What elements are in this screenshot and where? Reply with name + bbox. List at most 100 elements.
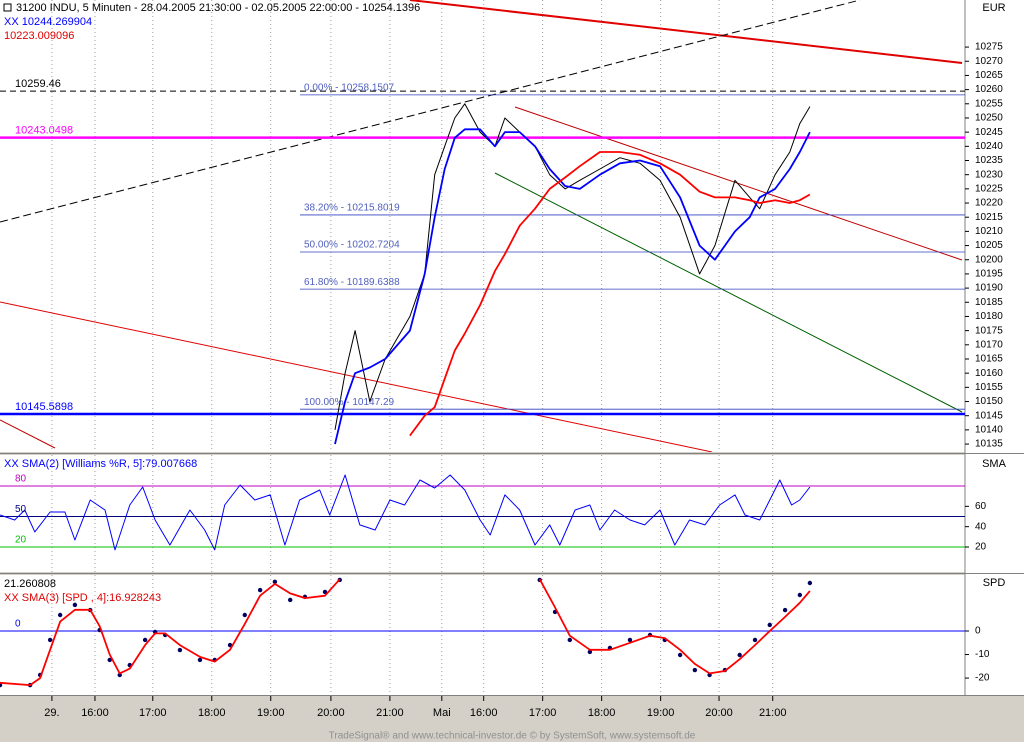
data-point xyxy=(57,612,63,618)
series-line xyxy=(409,151,811,437)
axis-label: SPD xyxy=(983,577,1006,589)
y-tick-label: 40 xyxy=(975,521,987,532)
trend-line xyxy=(409,0,963,64)
data-point xyxy=(72,602,78,608)
y-tick-label: 10230 xyxy=(975,169,1003,180)
data-point xyxy=(117,672,122,678)
data-point xyxy=(272,579,278,585)
level-label: 10145.5898 xyxy=(15,401,73,413)
pane-title: XX SMA(3) [SPD , 4]:16.928243 xyxy=(4,592,161,604)
trend-lines xyxy=(0,0,963,452)
y-tick-label: 10275 xyxy=(975,42,1003,53)
series-line xyxy=(334,103,811,430)
data-point xyxy=(242,612,247,618)
right-axis xyxy=(965,0,1024,695)
legend-entry: XX 10244.269904 xyxy=(4,16,92,28)
data-point xyxy=(692,667,698,673)
y-tick-label: 10140 xyxy=(975,425,1003,436)
series-line xyxy=(0,474,811,551)
data-point xyxy=(767,622,772,628)
y-tick-label: 10205 xyxy=(975,240,1003,251)
y-tick-label: 10180 xyxy=(975,311,1003,322)
legend-entry: 10223.009096 xyxy=(4,30,74,42)
data-point xyxy=(627,637,633,643)
trend-line xyxy=(494,172,963,413)
main-pane xyxy=(0,0,965,452)
fibonacci-label: 100.00% - 10147.29 xyxy=(304,397,395,408)
y-tick-label: -10 xyxy=(975,649,990,660)
data-point xyxy=(288,597,293,603)
y-tick-label: 10175 xyxy=(975,325,1003,336)
y-tick-label: 10220 xyxy=(975,198,1003,209)
x-tick-label: 21:00 xyxy=(759,707,787,719)
fibonacci-label: 0.00% - 10258.1507 xyxy=(304,82,395,93)
x-tick-label: 16:00 xyxy=(470,707,498,719)
series-line xyxy=(0,578,811,686)
y-tick-label: 10235 xyxy=(975,155,1003,166)
y-tick-label: 10185 xyxy=(975,297,1003,308)
level-label: 80 xyxy=(15,474,27,485)
fibonacci-label: 50.00% - 10202.7204 xyxy=(304,240,400,251)
x-tick-label: 18:00 xyxy=(198,707,226,719)
x-tick-label: 19:00 xyxy=(257,707,285,719)
level-label: 20 xyxy=(15,535,27,546)
axis-label: SMA xyxy=(982,458,1007,470)
y-tick-label: 10250 xyxy=(975,113,1003,124)
x-tick-label: 20:00 xyxy=(705,707,733,719)
y-tick-label: 10215 xyxy=(975,212,1003,223)
data-point xyxy=(677,652,683,658)
pane xyxy=(0,90,965,445)
williams-pane xyxy=(0,455,965,572)
y-tick-label: 10190 xyxy=(975,283,1003,294)
trend-line xyxy=(0,301,713,452)
y-tick-label: 10255 xyxy=(975,98,1003,109)
trend-line xyxy=(514,106,963,261)
y-tick-label: 10155 xyxy=(975,382,1003,393)
trend-line xyxy=(0,419,56,449)
y-tick-label: 10270 xyxy=(975,56,1003,67)
x-tick-label: 17:00 xyxy=(529,707,557,719)
y-tick-label: 10225 xyxy=(975,183,1003,194)
data-point xyxy=(587,649,593,655)
trend-line xyxy=(0,0,861,223)
pane-subtitle: 21.260808 xyxy=(4,578,56,590)
pane xyxy=(0,474,965,551)
y-tick-label: 10145 xyxy=(975,410,1003,421)
data-point xyxy=(47,637,53,643)
data-point xyxy=(322,589,328,595)
level-label: 0 xyxy=(15,619,21,630)
y-tick-label: 10170 xyxy=(975,339,1003,350)
data-point xyxy=(257,587,263,593)
data-point xyxy=(197,657,203,663)
fibonacci-label: 38.20% - 10215.8019 xyxy=(304,203,400,214)
data-point xyxy=(752,637,758,643)
level-label: 10243.0498 xyxy=(15,125,73,137)
footer: TradeSignal® and www.technical-investor.… xyxy=(329,731,696,742)
y-tick-label: 10260 xyxy=(975,84,1003,95)
data-point xyxy=(107,657,112,663)
x-tick-label: 20:00 xyxy=(317,707,345,719)
y-tick-label: 10195 xyxy=(975,269,1003,280)
y-tick-label: 10200 xyxy=(975,254,1003,265)
level-label: 50 xyxy=(15,504,27,515)
x-tick-label: 29. xyxy=(44,707,59,719)
x-tick-label: Mai xyxy=(433,707,451,719)
grid xyxy=(51,0,774,695)
y-tick-label: 10240 xyxy=(975,141,1003,152)
y-tick-label: 10245 xyxy=(975,127,1003,138)
y-tick-label: 10160 xyxy=(975,368,1003,379)
y-tick-label: 10210 xyxy=(975,226,1003,237)
y-tick-label: -20 xyxy=(975,673,990,684)
data-point xyxy=(737,652,742,658)
data-point xyxy=(807,580,813,586)
data-point xyxy=(177,647,183,653)
y-tick-label: 10265 xyxy=(975,70,1003,81)
y-tick-label: 0 xyxy=(975,626,981,637)
series-line xyxy=(334,128,811,445)
y-tick-label: 10165 xyxy=(975,354,1003,365)
pane xyxy=(0,577,965,688)
spd-pane xyxy=(0,575,965,695)
y-tick-label: 10135 xyxy=(975,439,1003,450)
fibonacci-label: 61.80% - 10189.6388 xyxy=(304,277,400,288)
